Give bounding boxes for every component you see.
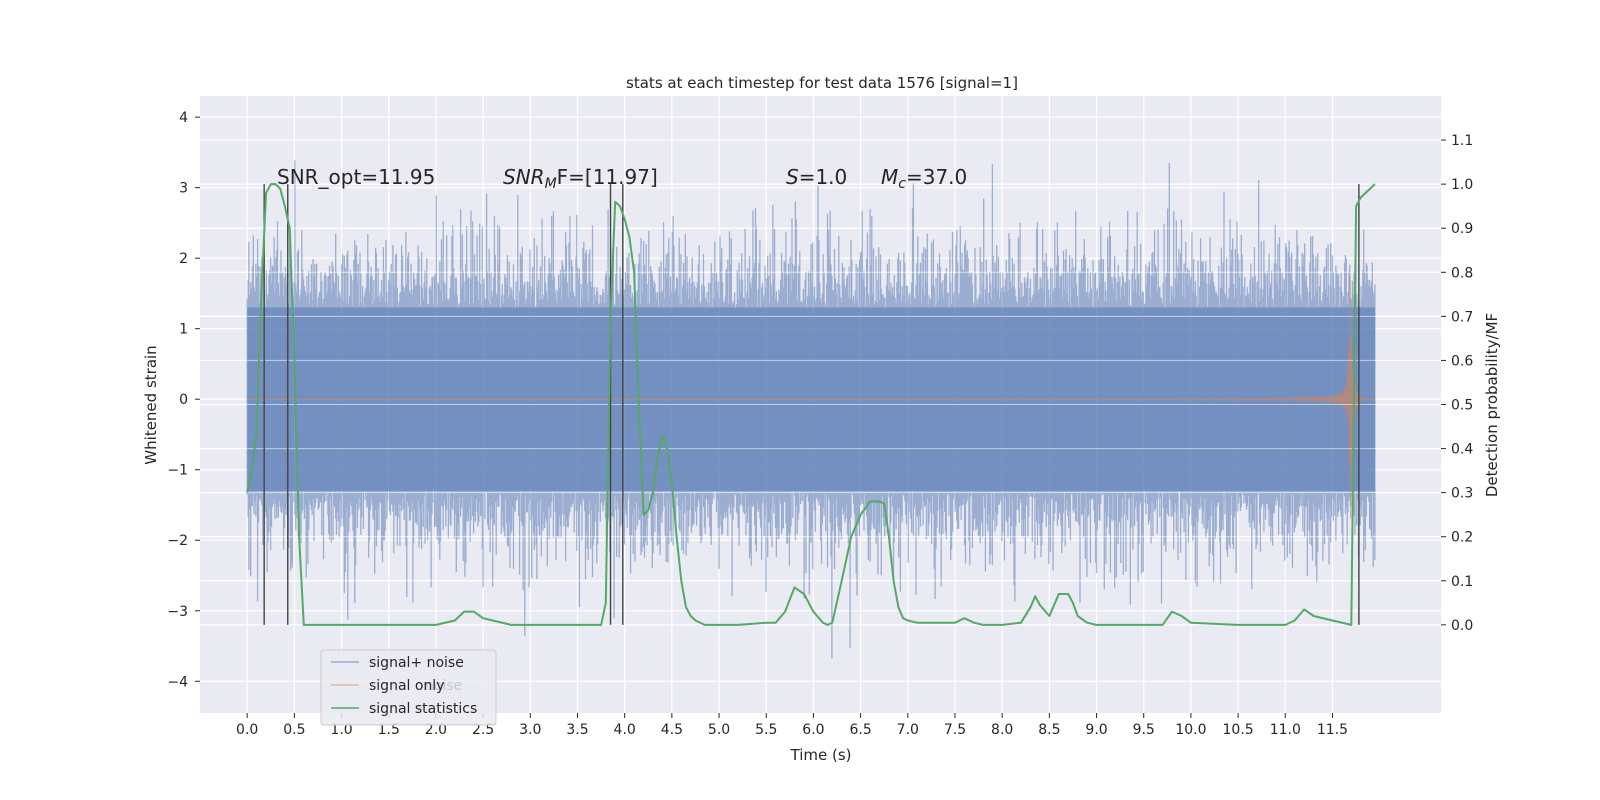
legend-label-signal: signal only [369,678,444,694]
annotation-mc-main: M [881,165,898,189]
x-tick-label: 0.0 [236,722,258,738]
legend: noise signal+ noise signal only signal s… [320,649,497,726]
x-tick-label: 6.0 [802,722,824,738]
y2-tick-label: 1.0 [1451,177,1473,193]
y-tick-label: −2 [167,533,188,549]
annotation-s: S=1.0 [786,165,847,189]
y-tick-label: 0 [179,392,188,408]
annotation-snr-mf-sub: M [545,176,557,192]
x-tick-label: 9.0 [1085,722,1107,738]
annotation-snr-opt: SNR_opt=11.95 [277,165,435,189]
x-tick-label: 1.0 [330,722,352,738]
y2-tick-label: 0.0 [1451,618,1473,634]
annotation-s-main: S [786,165,799,189]
x-tick-label: 0.5 [283,722,305,738]
marker-lines [263,184,1360,625]
y2-tick-label: 0.7 [1451,309,1473,325]
y-tick-label: −1 [167,463,188,479]
y2-axis-label: Detection probability/MF [1483,313,1501,497]
y2-tick-label: 0.6 [1451,353,1473,369]
x-tick-label: 10.5 [1223,722,1254,738]
annotation-snr-mf-main: SNR [503,165,545,189]
x-tick-label: 3.0 [519,722,541,738]
x-tick-label: 4.5 [661,722,683,738]
y-tick-label: 4 [179,110,188,126]
annotation-s-rest: =1.0 [799,165,848,189]
y2-tick-label: 0.4 [1451,442,1473,458]
y2-tick-label: 0.9 [1451,221,1473,237]
y2-tick-label: 1.1 [1451,133,1473,149]
x-tick-label: 5.0 [708,722,730,738]
y-tick-label: −3 [167,604,188,620]
x-tick-label: 8.5 [1038,722,1060,738]
y-tick-label: 1 [179,322,188,338]
chart-title: stats at each timestep for test data 157… [626,74,1018,92]
signal-trace [247,275,1375,519]
annotation-snr-mf: SNRMF=[11.97] [503,165,658,192]
x-tick-label: 10.0 [1175,722,1206,738]
y2-tick-label: 0.8 [1451,265,1473,281]
x-tick-label: 5.5 [755,722,777,738]
annotation-mc-rest: =37.0 [906,165,967,189]
x-tick-label: 9.5 [1133,722,1155,738]
legend-label-statistics: signal statistics [369,701,477,717]
y2-tick-label: 0.1 [1451,574,1473,590]
signal-only-series [200,139,1441,626]
y-axis-label: Whitened strain [142,345,160,464]
x-tick-label: 2.0 [425,722,447,738]
x-tick-label: 11.5 [1317,722,1348,738]
x-tick-label: 11.0 [1270,722,1301,738]
y2-tick-label: 0.3 [1451,486,1473,502]
y-tick-label: −4 [167,674,188,690]
x-tick-label: 8.0 [991,722,1013,738]
annotation-snr-mf-rest: F=[11.97] [557,165,658,189]
statistics-line [246,183,1376,626]
legend-box [320,649,497,726]
x-tick-label: 3.5 [566,722,588,738]
x-tick-label: 1.5 [378,722,400,738]
y2-tick-label: 0.2 [1451,530,1473,546]
y2-tick-label: 0.5 [1451,398,1473,414]
x-tick-label: 4.0 [614,722,636,738]
annotation-mc-sub: c [898,176,906,192]
x-axis-label: Time (s) [790,746,852,764]
legend-label-noise: signal+ noise [369,655,464,671]
annotation-mc: Mc=37.0 [881,165,967,192]
y-tick-label: 2 [179,251,188,267]
statistics-series [246,183,1376,626]
y-tick-label: 3 [179,181,188,197]
x-tick-label: 7.0 [897,722,919,738]
x-tick-label: 7.5 [944,722,966,738]
legend-ghost-text: noise [425,678,462,694]
ticks: 0.0 0.5 1.0 1.5 2.0 2.5 3.0 3.5 4.0 4.5 5.0 5.5 6.0 6… [167,110,1473,738]
x-tick-label: 2.5 [472,722,494,738]
x-tick-label: 6.5 [849,722,871,738]
